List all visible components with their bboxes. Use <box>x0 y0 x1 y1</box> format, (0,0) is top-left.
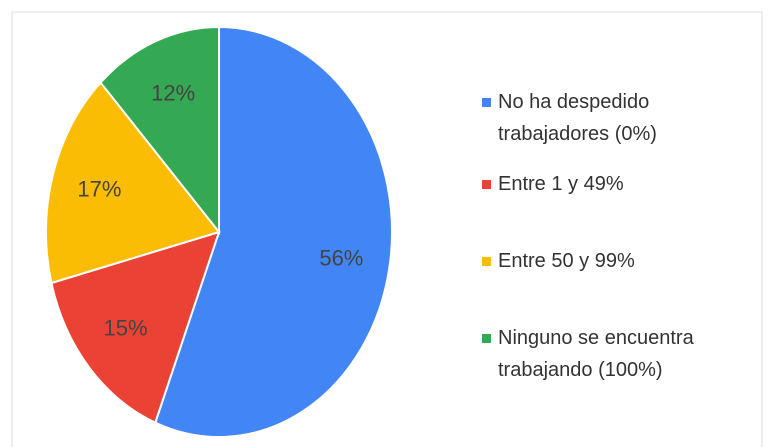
slice-label: 12% <box>151 81 195 106</box>
legend: No ha despedido trabajadores (0%) Entre 1… <box>482 86 732 386</box>
pie-slice <box>154 25 393 438</box>
slice-label: 56% <box>319 245 363 270</box>
legend-label: No ha despedido trabajadores (0%) <box>498 91 657 145</box>
legend-item: Ninguno se encuentra trabajando (100%) <box>482 322 728 386</box>
legend-swatch <box>482 257 491 266</box>
legend-label: Ninguno se encuentra trabajando (100%) <box>498 327 694 381</box>
pie-slice <box>99 25 220 235</box>
pie-slice <box>45 81 221 285</box>
slice-label: 15% <box>104 315 148 340</box>
chart-frame <box>11 11 763 447</box>
legend-item: No ha despedido trabajadores (0%) <box>482 86 728 150</box>
legend-swatch <box>482 334 491 343</box>
legend-swatch <box>482 180 491 189</box>
pie-slice <box>50 230 221 424</box>
legend-item: Entre 50 y 99% <box>482 245 728 277</box>
legend-label: Entre 1 y 49% <box>498 173 624 195</box>
legend-label: Entre 50 y 99% <box>498 250 635 272</box>
legend-item: Entre 1 y 49% <box>482 168 728 200</box>
legend-swatch <box>482 98 491 107</box>
slice-label: 17% <box>77 177 121 202</box>
